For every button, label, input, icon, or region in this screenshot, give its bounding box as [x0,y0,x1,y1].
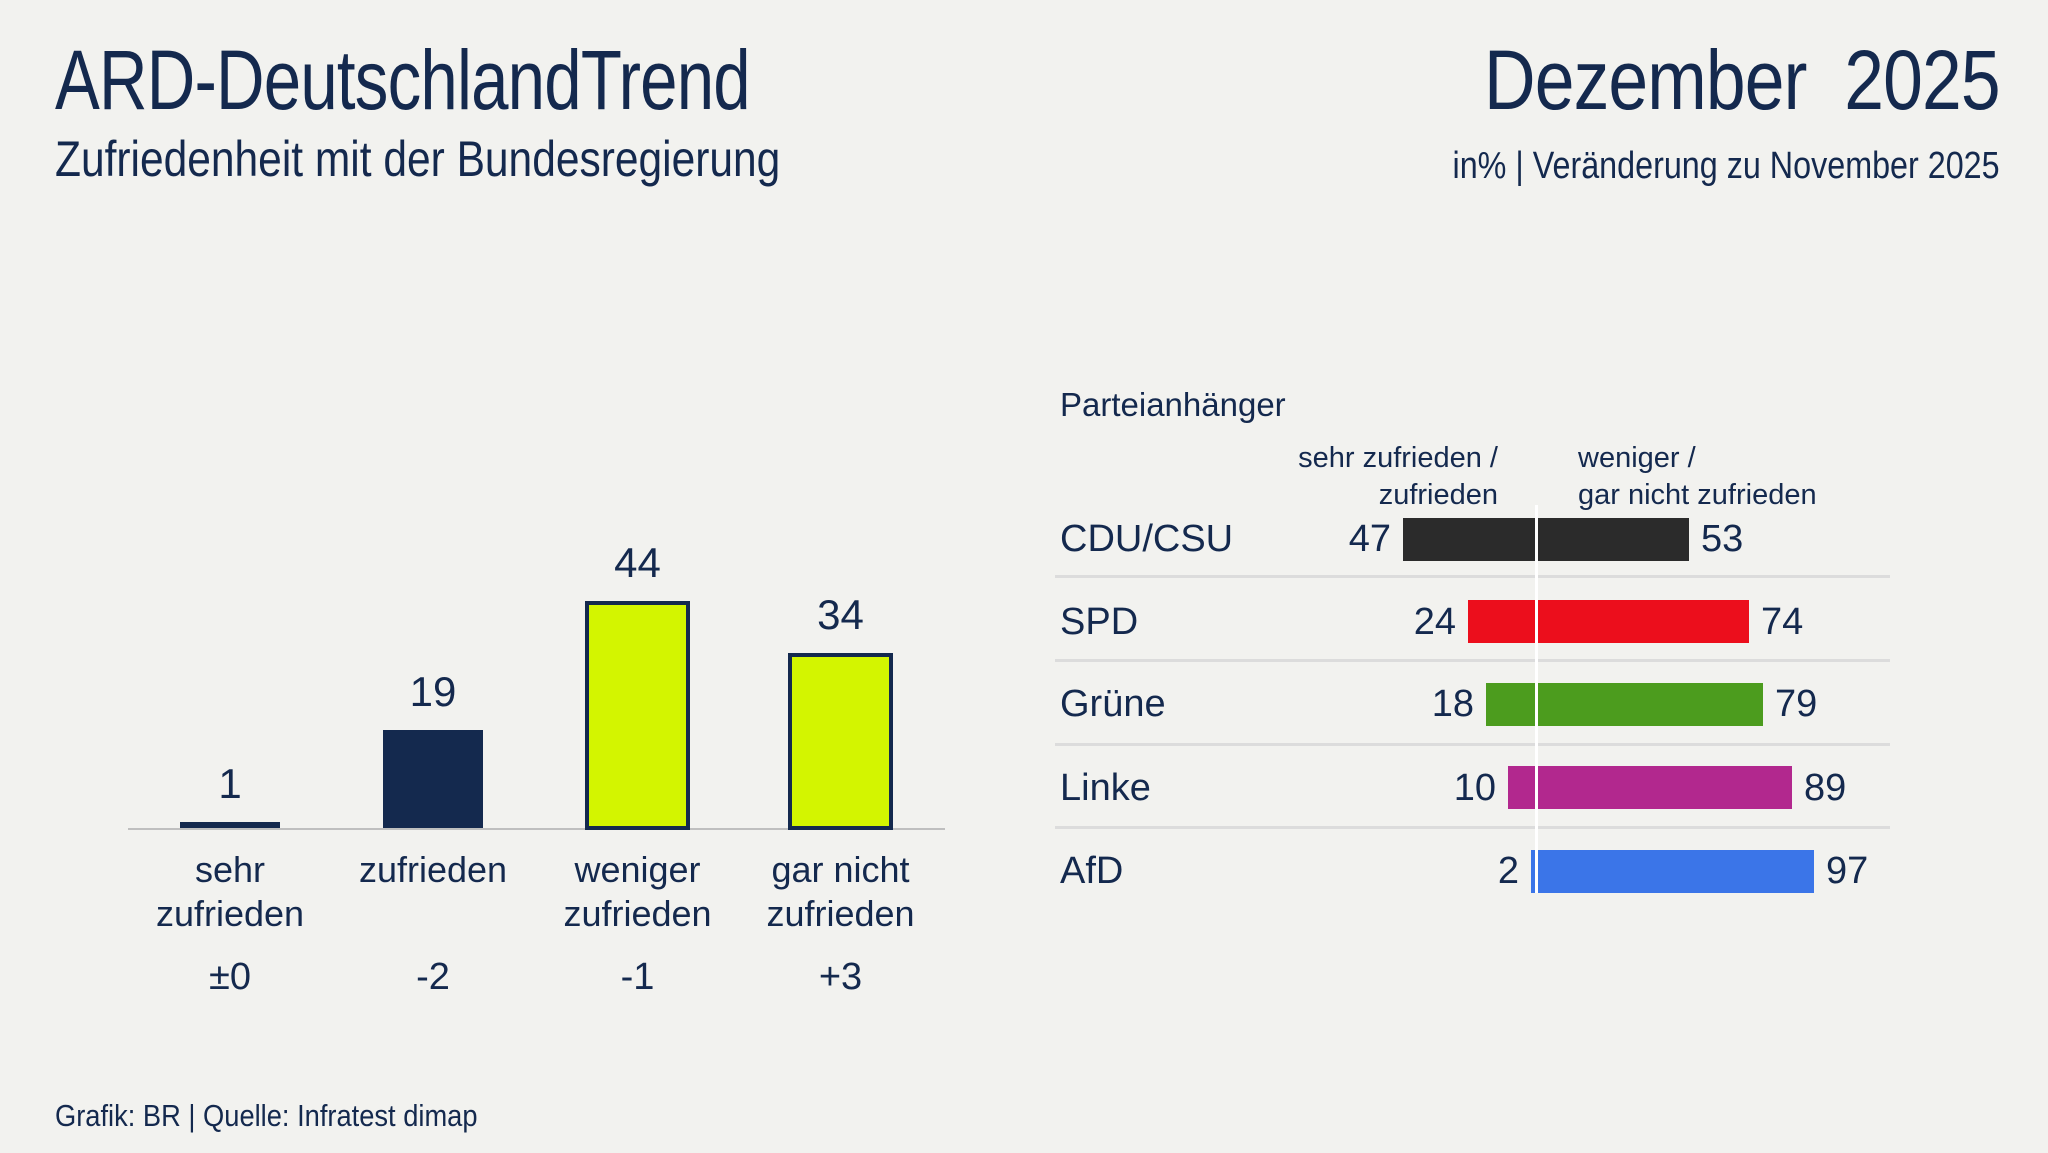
party-row-label: Grüne [1060,683,1166,725]
party-value-right: 89 [1804,766,1847,809]
party-bar-left [1486,682,1537,726]
chart-subtitle-note: in% | Veränderung zu November 2025 [1452,145,2000,187]
bar-value-label: 34 [817,591,864,638]
bar-category-label: zufrieden [358,849,508,890]
page-title-date: Dezember 2025 [1484,33,2001,127]
party-bar-right [1537,766,1792,809]
bar-category-label: weniger zufrieden [563,849,712,934]
party-bar-right [1537,517,1689,561]
party-row-label: CDU/CSU [1060,518,1234,560]
source-credit: Grafik: BR | Quelle: Infratest dimap [55,1098,478,1133]
party-value-left: 24 [1413,600,1456,643]
chart-baseline [128,828,945,830]
bar-value-label: 1 [218,760,242,807]
party-bar-right [1537,849,1814,893]
party-value-right: 74 [1761,600,1804,643]
bar-change-label: -2 [416,956,450,998]
party-bar-left [1531,849,1537,893]
chart-bar [383,730,483,828]
row-separator [1055,743,1890,746]
party-chart-heading: Parteianhänger [1060,386,1286,423]
row-separator [1055,826,1890,829]
bar-change-label: ±0 [209,956,251,998]
party-row-label: Linke [1060,766,1151,809]
chart-subtitle: Zufriedenheit mit der Bundesregierung [55,131,781,187]
bar-category-label: gar nicht zufrieden [766,849,915,934]
party-value-right: 79 [1775,683,1818,725]
party-row-label: AfD [1060,850,1124,892]
bar-change-label: +3 [818,956,863,998]
party-bar-left [1508,766,1537,809]
column-header-satisfied: sehr zufrieden / zufrieden [1298,442,1498,511]
party-value-right: 97 [1826,850,1869,892]
bar-value-label: 44 [614,539,661,586]
row-separator [1055,575,1890,578]
chart-bar [585,601,690,830]
party-value-left: 2 [1497,850,1519,892]
party-row-label: SPD [1060,600,1139,643]
party-value-left: 10 [1453,766,1496,809]
bar-value-label: 19 [409,668,457,715]
row-separator [1055,659,1890,662]
party-value-left: 47 [1348,518,1391,560]
bar-category-label: sehr zufrieden [155,849,305,934]
column-header-unsatisfied: weniger / gar nicht zufrieden [1578,442,1817,511]
party-value-left: 18 [1431,683,1474,725]
satisfaction-chart: 1 sehr zufrieden ±0 19 zufrieden -2 44 weniger zu… [0,0,1000,1153]
bar-change-label: -1 [620,956,655,998]
party-value-right: 53 [1701,518,1744,560]
party-bar-left [1403,517,1537,561]
page-title: ARD-DeutschlandTrend [55,33,751,127]
party-bar-right [1537,682,1763,726]
chart-bar [180,822,280,828]
party-bar-left [1468,600,1537,643]
center-axis-line [1535,505,1538,893]
chart-bar [788,653,893,830]
party-bar-right [1537,600,1749,643]
